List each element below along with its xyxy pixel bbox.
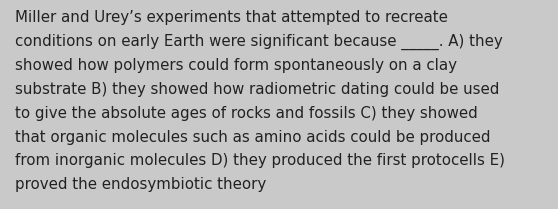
Text: proved the endosymbiotic theory: proved the endosymbiotic theory (15, 177, 266, 192)
Text: showed how polymers could form spontaneously on a clay: showed how polymers could form spontaneo… (15, 58, 457, 73)
Text: Miller and Urey’s experiments that attempted to recreate: Miller and Urey’s experiments that attem… (15, 10, 448, 25)
Text: substrate B) they showed how radiometric dating could be used: substrate B) they showed how radiometric… (15, 82, 499, 97)
Text: from inorganic molecules D) they produced the first protocells E): from inorganic molecules D) they produce… (15, 153, 505, 168)
Text: conditions on early Earth were significant because _____. A) they: conditions on early Earth were significa… (15, 34, 503, 51)
Text: to give the absolute ages of rocks and fossils C) they showed: to give the absolute ages of rocks and f… (15, 106, 478, 121)
Text: that organic molecules such as amino acids could be produced: that organic molecules such as amino aci… (15, 130, 490, 145)
